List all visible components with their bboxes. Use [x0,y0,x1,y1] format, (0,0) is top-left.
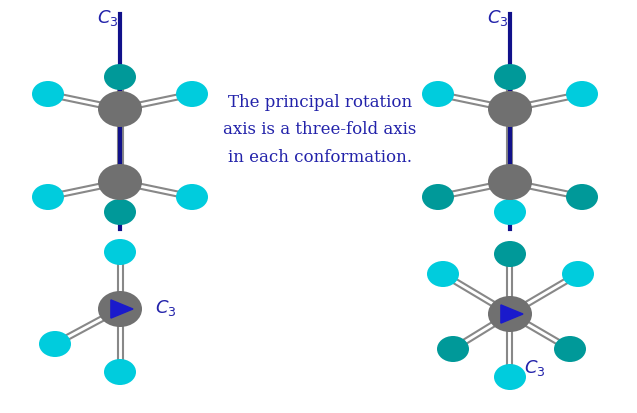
Text: $C_3$: $C_3$ [487,8,509,28]
Ellipse shape [104,240,136,266]
Text: $C_3$: $C_3$ [155,297,176,317]
Ellipse shape [98,291,142,327]
Text: The principal rotation
axis is a three-fold axis
in each conformation.: The principal rotation axis is a three-f… [224,94,417,166]
Ellipse shape [176,82,208,108]
Ellipse shape [98,92,142,128]
Ellipse shape [100,293,140,325]
Ellipse shape [566,82,598,108]
Ellipse shape [39,331,71,357]
Ellipse shape [494,65,526,91]
Ellipse shape [437,336,469,362]
Ellipse shape [488,92,532,128]
Ellipse shape [32,185,64,211]
Ellipse shape [562,261,594,287]
Ellipse shape [566,185,598,211]
Ellipse shape [488,165,532,201]
Ellipse shape [176,185,208,211]
Ellipse shape [494,364,526,390]
Polygon shape [111,300,133,318]
Ellipse shape [32,82,64,108]
Ellipse shape [98,165,142,201]
Ellipse shape [422,185,454,211]
Ellipse shape [427,261,459,287]
Ellipse shape [494,242,526,267]
Text: $C_3$: $C_3$ [524,357,545,377]
Ellipse shape [104,199,136,225]
Polygon shape [501,305,523,323]
Ellipse shape [494,199,526,225]
Ellipse shape [422,82,454,108]
Ellipse shape [554,336,586,362]
Ellipse shape [104,65,136,91]
Ellipse shape [488,296,532,332]
Ellipse shape [104,359,136,385]
Text: $C_3$: $C_3$ [97,8,118,28]
